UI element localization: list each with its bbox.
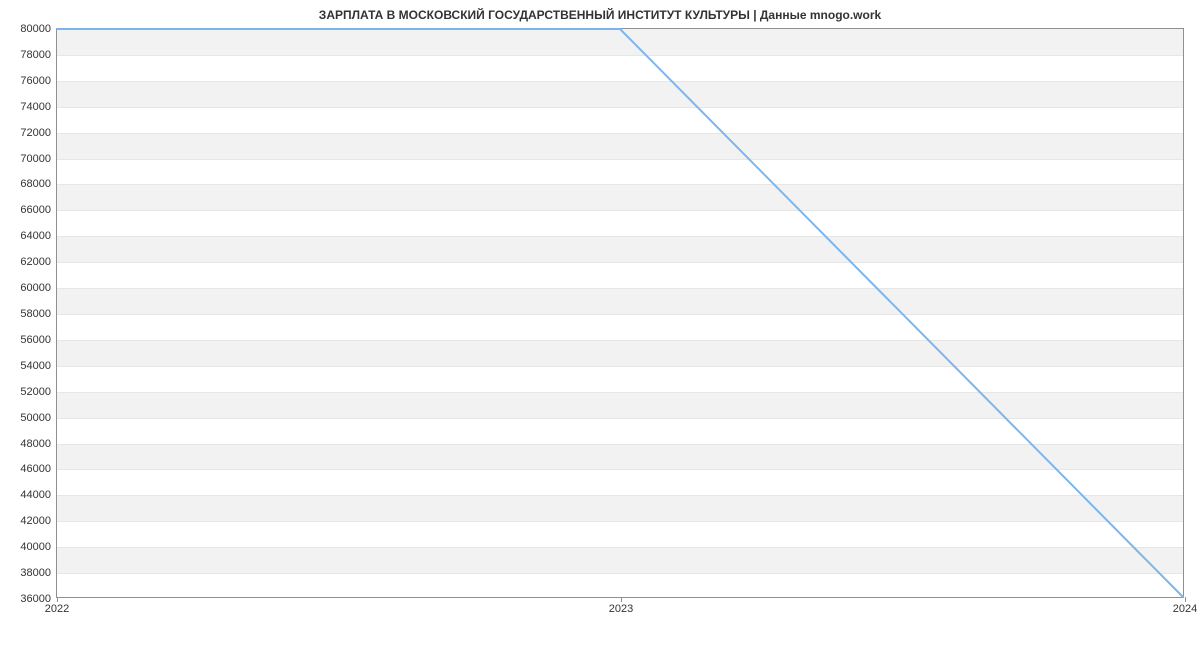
y-tick-label: 72000 (20, 127, 57, 139)
y-tick-label: 42000 (20, 515, 57, 527)
y-tick-label: 78000 (20, 49, 57, 61)
chart-title: ЗАРПЛАТА В МОСКОВСКИЙ ГОСУДАРСТВЕННЫЙ ИН… (0, 8, 1200, 22)
y-tick-label: 60000 (20, 282, 57, 294)
data-line (57, 29, 1183, 597)
y-tick-label: 58000 (20, 308, 57, 320)
y-tick-label: 54000 (20, 360, 57, 372)
plot-area: 3600038000400004200044000460004800050000… (56, 28, 1184, 598)
y-tick-label: 80000 (20, 23, 57, 35)
y-tick-label: 38000 (20, 567, 57, 579)
y-tick-label: 40000 (20, 541, 57, 553)
y-tick-label: 46000 (20, 463, 57, 475)
y-tick-label: 56000 (20, 334, 57, 346)
y-tick-label: 50000 (20, 412, 57, 424)
x-tick-label: 2024 (1173, 597, 1197, 615)
y-tick-label: 52000 (20, 386, 57, 398)
salary-line-chart: ЗАРПЛАТА В МОСКОВСКИЙ ГОСУДАРСТВЕННЫЙ ИН… (0, 0, 1200, 650)
y-tick-label: 74000 (20, 101, 57, 113)
y-tick-label: 62000 (20, 256, 57, 268)
y-tick-label: 70000 (20, 153, 57, 165)
y-tick-label: 44000 (20, 489, 57, 501)
x-tick-label: 2023 (609, 597, 633, 615)
y-tick-label: 48000 (20, 438, 57, 450)
y-tick-label: 66000 (20, 204, 57, 216)
y-tick-label: 76000 (20, 75, 57, 87)
y-tick-label: 64000 (20, 230, 57, 242)
x-tick-label: 2022 (45, 597, 69, 615)
y-tick-label: 68000 (20, 178, 57, 190)
